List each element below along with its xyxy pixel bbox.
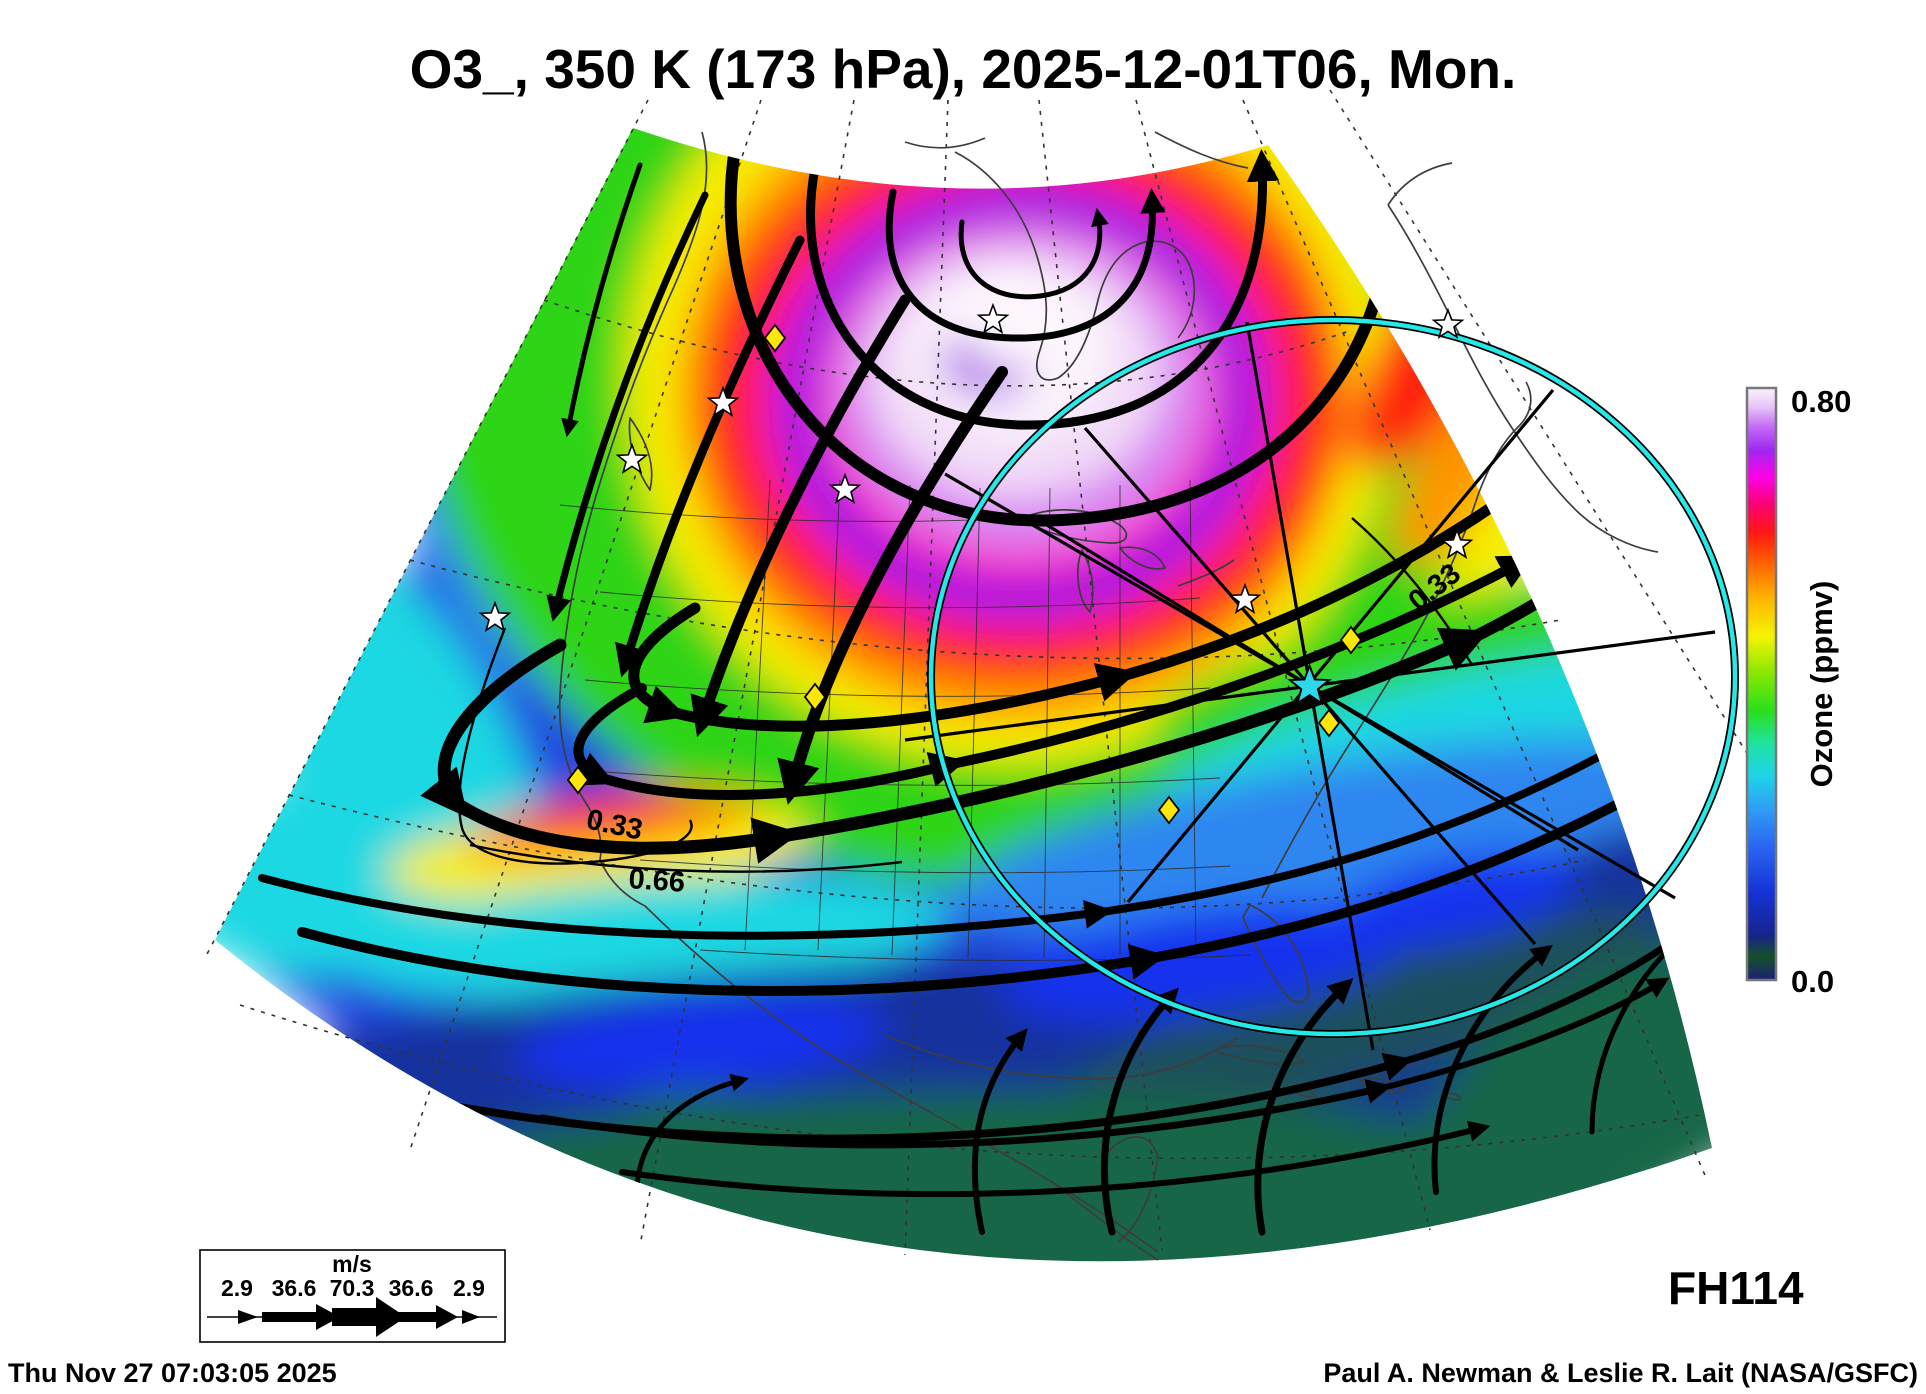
wind-legend-value: 36.6 <box>272 1275 317 1301</box>
wind-legend-value: 70.3 <box>330 1275 375 1301</box>
colorbar-min-label: 0.0 <box>1791 964 1834 999</box>
colorbar-axis-label: Ozone (ppmv) <box>1804 581 1839 788</box>
footer-timestamp: Thu Nov 27 07:03:05 2025 <box>8 1358 337 1388</box>
map-title: O3_, 350 K (173 hPa), 2025-12-01T06, Mon… <box>410 38 1517 100</box>
wind-legend-arrow-glyphs <box>207 1297 497 1337</box>
range-ring <box>928 317 1738 1037</box>
wind-legend-value: 2.9 <box>221 1275 253 1301</box>
colorbar-gradient <box>1745 386 1778 982</box>
forecast-hour-label: FH114 <box>1668 1262 1804 1314</box>
ozone-colorbar: 0.80 0.0 Ozone (ppmv) <box>1745 384 1851 999</box>
range-ring-overlay <box>904 316 1739 1051</box>
wind-legend-unit: m/s <box>332 1251 372 1277</box>
wind-legend-value: 36.6 <box>389 1275 434 1301</box>
wind-legend-value: 2.9 <box>453 1275 485 1301</box>
colorbar-max-label: 0.80 <box>1791 384 1851 419</box>
wind-speed-legend: m/s 2.9 36.6 70.3 36.6 2.9 <box>199 1249 506 1343</box>
contour-0p66: 0.66 <box>469 843 903 899</box>
footer-credit: Paul A. Newman & Leslie R. Lait (NASA/GS… <box>1323 1358 1918 1388</box>
wind-legend-box <box>199 1249 506 1343</box>
contour-label-0p66: 0.66 <box>628 863 687 899</box>
